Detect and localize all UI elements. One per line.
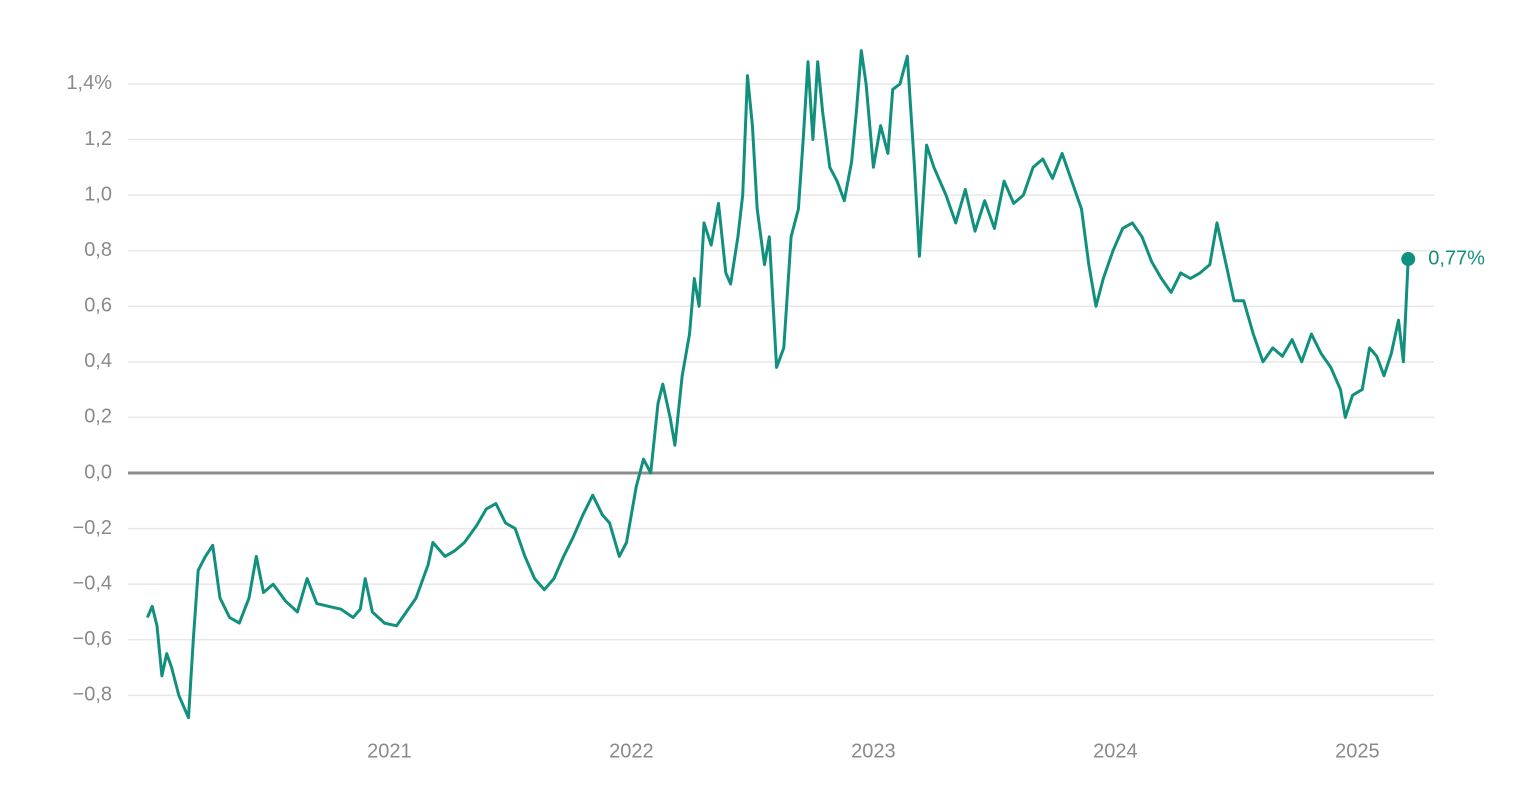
y-tick-label: −0,4 [73,572,112,594]
y-tick-label: 1,2 [84,128,112,150]
x-tick-label: 2024 [1093,740,1138,762]
y-tick-label: −0,2 [73,517,112,539]
y-tick-label: 0,0 [84,461,112,483]
end-point [1401,252,1416,267]
x-tick-label: 2025 [1335,740,1380,762]
x-tick-label: 2022 [609,740,654,762]
y-tick-label: 1,4% [66,72,112,94]
x-tick-label: 2021 [367,740,412,762]
y-tick-label: −0,6 [73,628,112,650]
y-tick-label: 0,8 [84,239,112,261]
line [146,49,1410,720]
y-tick-label: 0,6 [84,295,112,317]
y-tick-label: 0,2 [84,406,112,428]
y-tick-label: 1,0 [84,183,112,205]
y-tick-label: 0,4 [84,350,112,372]
end-label: 0,77% [1428,247,1485,269]
y-tick-label: −0,8 [73,684,112,706]
x-tick-label: 2023 [851,740,896,762]
